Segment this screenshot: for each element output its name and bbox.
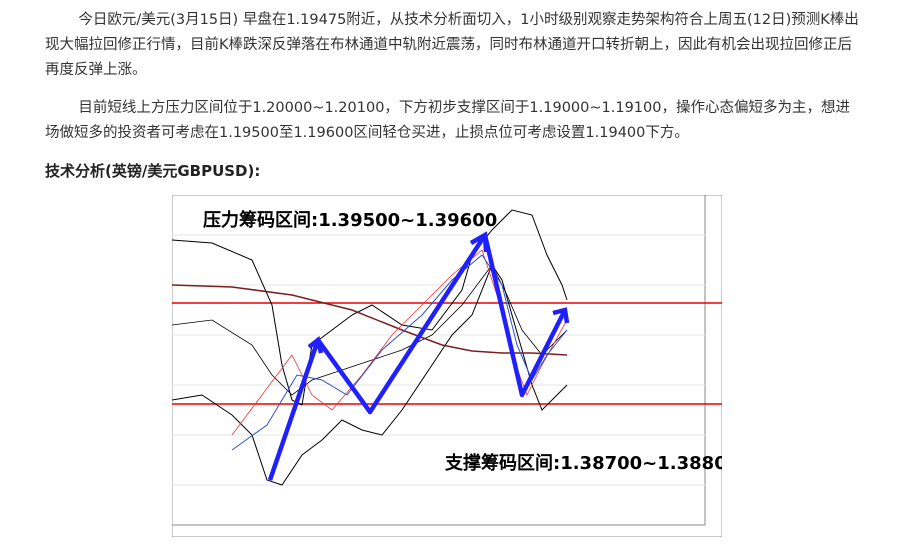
heading: 技术分析(英镑/美元GBPUSD): (45, 162, 261, 180)
paragraph: 目前短线上方压力区间位于1.20000~1.20100，下方初步支撑区间于1.1… (45, 100, 850, 141)
paragraph: 今日欧元/美元(3月15日) 早盘在1.19475附近，从技术分析面切入，1小时… (45, 12, 859, 78)
chart-image: 压力筹码区间:1.39500~1.39600 支撑筹码区间:1.38700~1.… (172, 195, 722, 537)
annotation: 压力筹码区间:1.39500~1.39600 (203, 209, 497, 231)
annotation: 支撑筹码区间:1.38700~1.38800 (444, 452, 722, 474)
